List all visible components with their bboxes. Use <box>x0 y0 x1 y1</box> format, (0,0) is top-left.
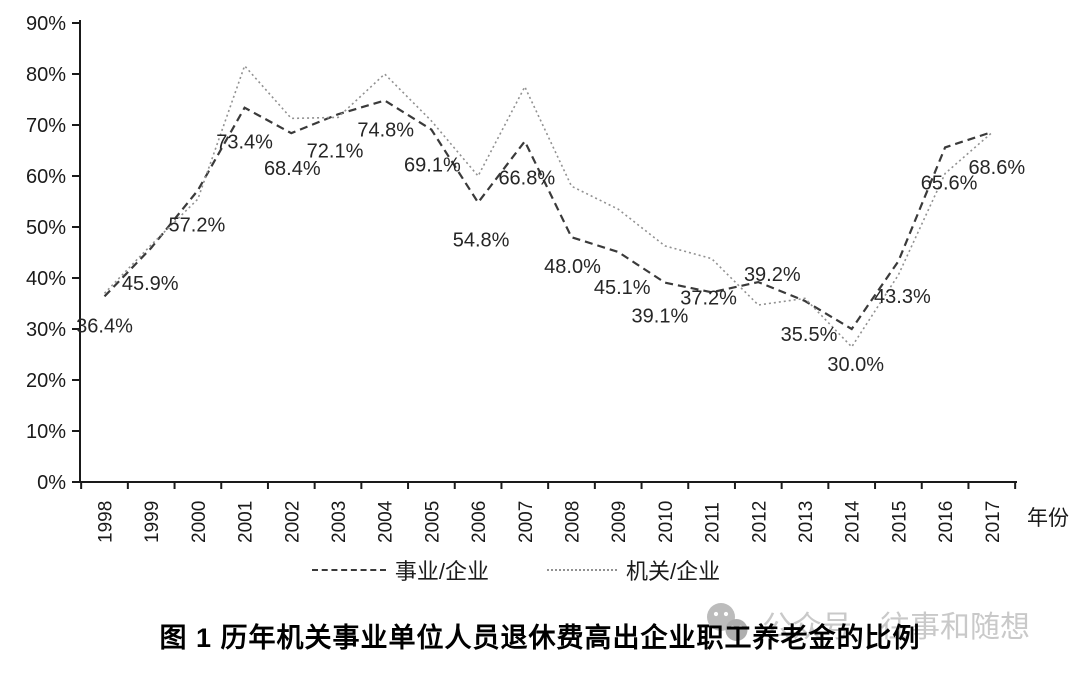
x-tick-label: 1998 <box>96 501 117 543</box>
x-tick-label: 2014 <box>843 500 864 543</box>
x-tick-label: 2000 <box>189 501 210 543</box>
y-tick-label: 10% <box>26 421 66 443</box>
x-tick-label: 2009 <box>609 501 630 543</box>
x-tick-label: 2015 <box>889 501 910 543</box>
wechat-icon <box>707 603 748 641</box>
y-tick-label: 0% <box>37 472 66 494</box>
data-label: 68.4% <box>264 158 321 180</box>
x-tick-label: 2010 <box>656 501 677 543</box>
data-label: 54.8% <box>453 230 510 252</box>
data-label: 73.4% <box>216 132 273 154</box>
watermark: 公众号 往事和随想 <box>704 601 1030 647</box>
data-label: 48.0% <box>544 256 601 278</box>
data-label: 45.1% <box>594 277 651 299</box>
y-tick-label: 40% <box>26 268 66 290</box>
data-label: 68.6% <box>968 157 1025 179</box>
data-label: 69.1% <box>404 155 461 177</box>
series-line-jiguan <box>103 64 993 349</box>
y-tick-label: 60% <box>26 166 66 188</box>
y-tick-label: 20% <box>26 370 66 392</box>
x-tick-label: 2002 <box>282 501 303 543</box>
data-label: 39.2% <box>744 264 801 286</box>
data-label: 66.8% <box>498 167 555 189</box>
data-label: 45.9% <box>122 273 179 295</box>
x-tick-label: 2003 <box>329 501 350 543</box>
legend-item-shiye: 事业/企业 <box>311 554 489 586</box>
x-tick-label: 1999 <box>142 501 163 543</box>
y-tick-label: 50% <box>26 217 66 239</box>
y-tick-label: 30% <box>26 319 66 341</box>
x-tick-label: 2016 <box>936 501 957 543</box>
x-tick-label: 2017 <box>983 501 1004 543</box>
data-label: 65.6% <box>921 172 978 194</box>
watermark-account-name: 往事和随想 <box>880 611 1030 644</box>
watermark-label: 公众号 <box>762 611 852 644</box>
x-tick-label: 2008 <box>563 501 584 543</box>
y-tick-label: 80% <box>26 64 66 86</box>
data-label: 39.1% <box>632 306 689 328</box>
x-tick-label: 2007 <box>516 501 537 543</box>
data-label: 35.5% <box>781 324 838 346</box>
y-tick-label: 70% <box>26 115 66 137</box>
data-label: 30.0% <box>827 354 884 376</box>
chart-svg: 0% 10% 20% 30% 40% 50% 60% 70% 80% 90% 1998 1999 200… <box>26 13 1069 543</box>
data-label: 57.2% <box>169 214 226 236</box>
x-tick-label: 2001 <box>236 501 257 543</box>
x-axis-title: 年份 <box>1027 507 1069 530</box>
legend-label-shiye: 事业/企业 <box>394 559 489 584</box>
x-tick-label: 2011 <box>703 502 724 543</box>
legend-label-jiguan: 机关/企业 <box>626 559 721 584</box>
data-label: 74.8% <box>357 120 414 142</box>
x-tick-label: 2005 <box>422 501 443 543</box>
x-tick-label: 2004 <box>376 500 397 543</box>
legend-item-jiguan: 机关/企业 <box>547 554 720 586</box>
chart-legend: 事业/企业 机关/企业 <box>0 552 1056 588</box>
dashed-line-sample <box>311 569 386 571</box>
dotted-line-sample <box>547 569 617 571</box>
data-label: 36.4% <box>76 315 133 337</box>
data-label: 37.2% <box>680 287 737 309</box>
figure-caption: 图 1 历年机关事业单位人员退休费高出企业职工养老金的比例 <box>159 623 921 653</box>
data-label: 72.1% <box>307 140 364 162</box>
data-label: 43.3% <box>874 286 931 308</box>
x-tick-label: 2006 <box>469 501 490 543</box>
x-tick-label: 2012 <box>749 501 770 543</box>
x-tick-label: 2013 <box>796 501 817 543</box>
y-tick-label: 90% <box>26 13 66 35</box>
